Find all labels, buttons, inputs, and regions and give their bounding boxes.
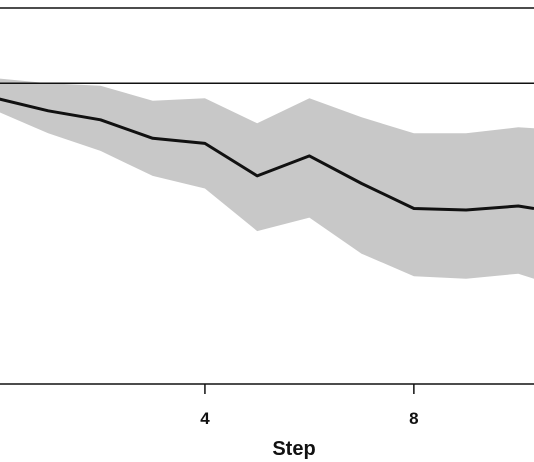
confidence-band-0 [0,78,534,279]
plot-area [0,78,534,279]
x-tick-label: 4 [200,409,210,428]
x-tick-label: 8 [409,409,418,428]
x-axis-title: Step [272,438,315,460]
series-line-0 [0,97,534,212]
